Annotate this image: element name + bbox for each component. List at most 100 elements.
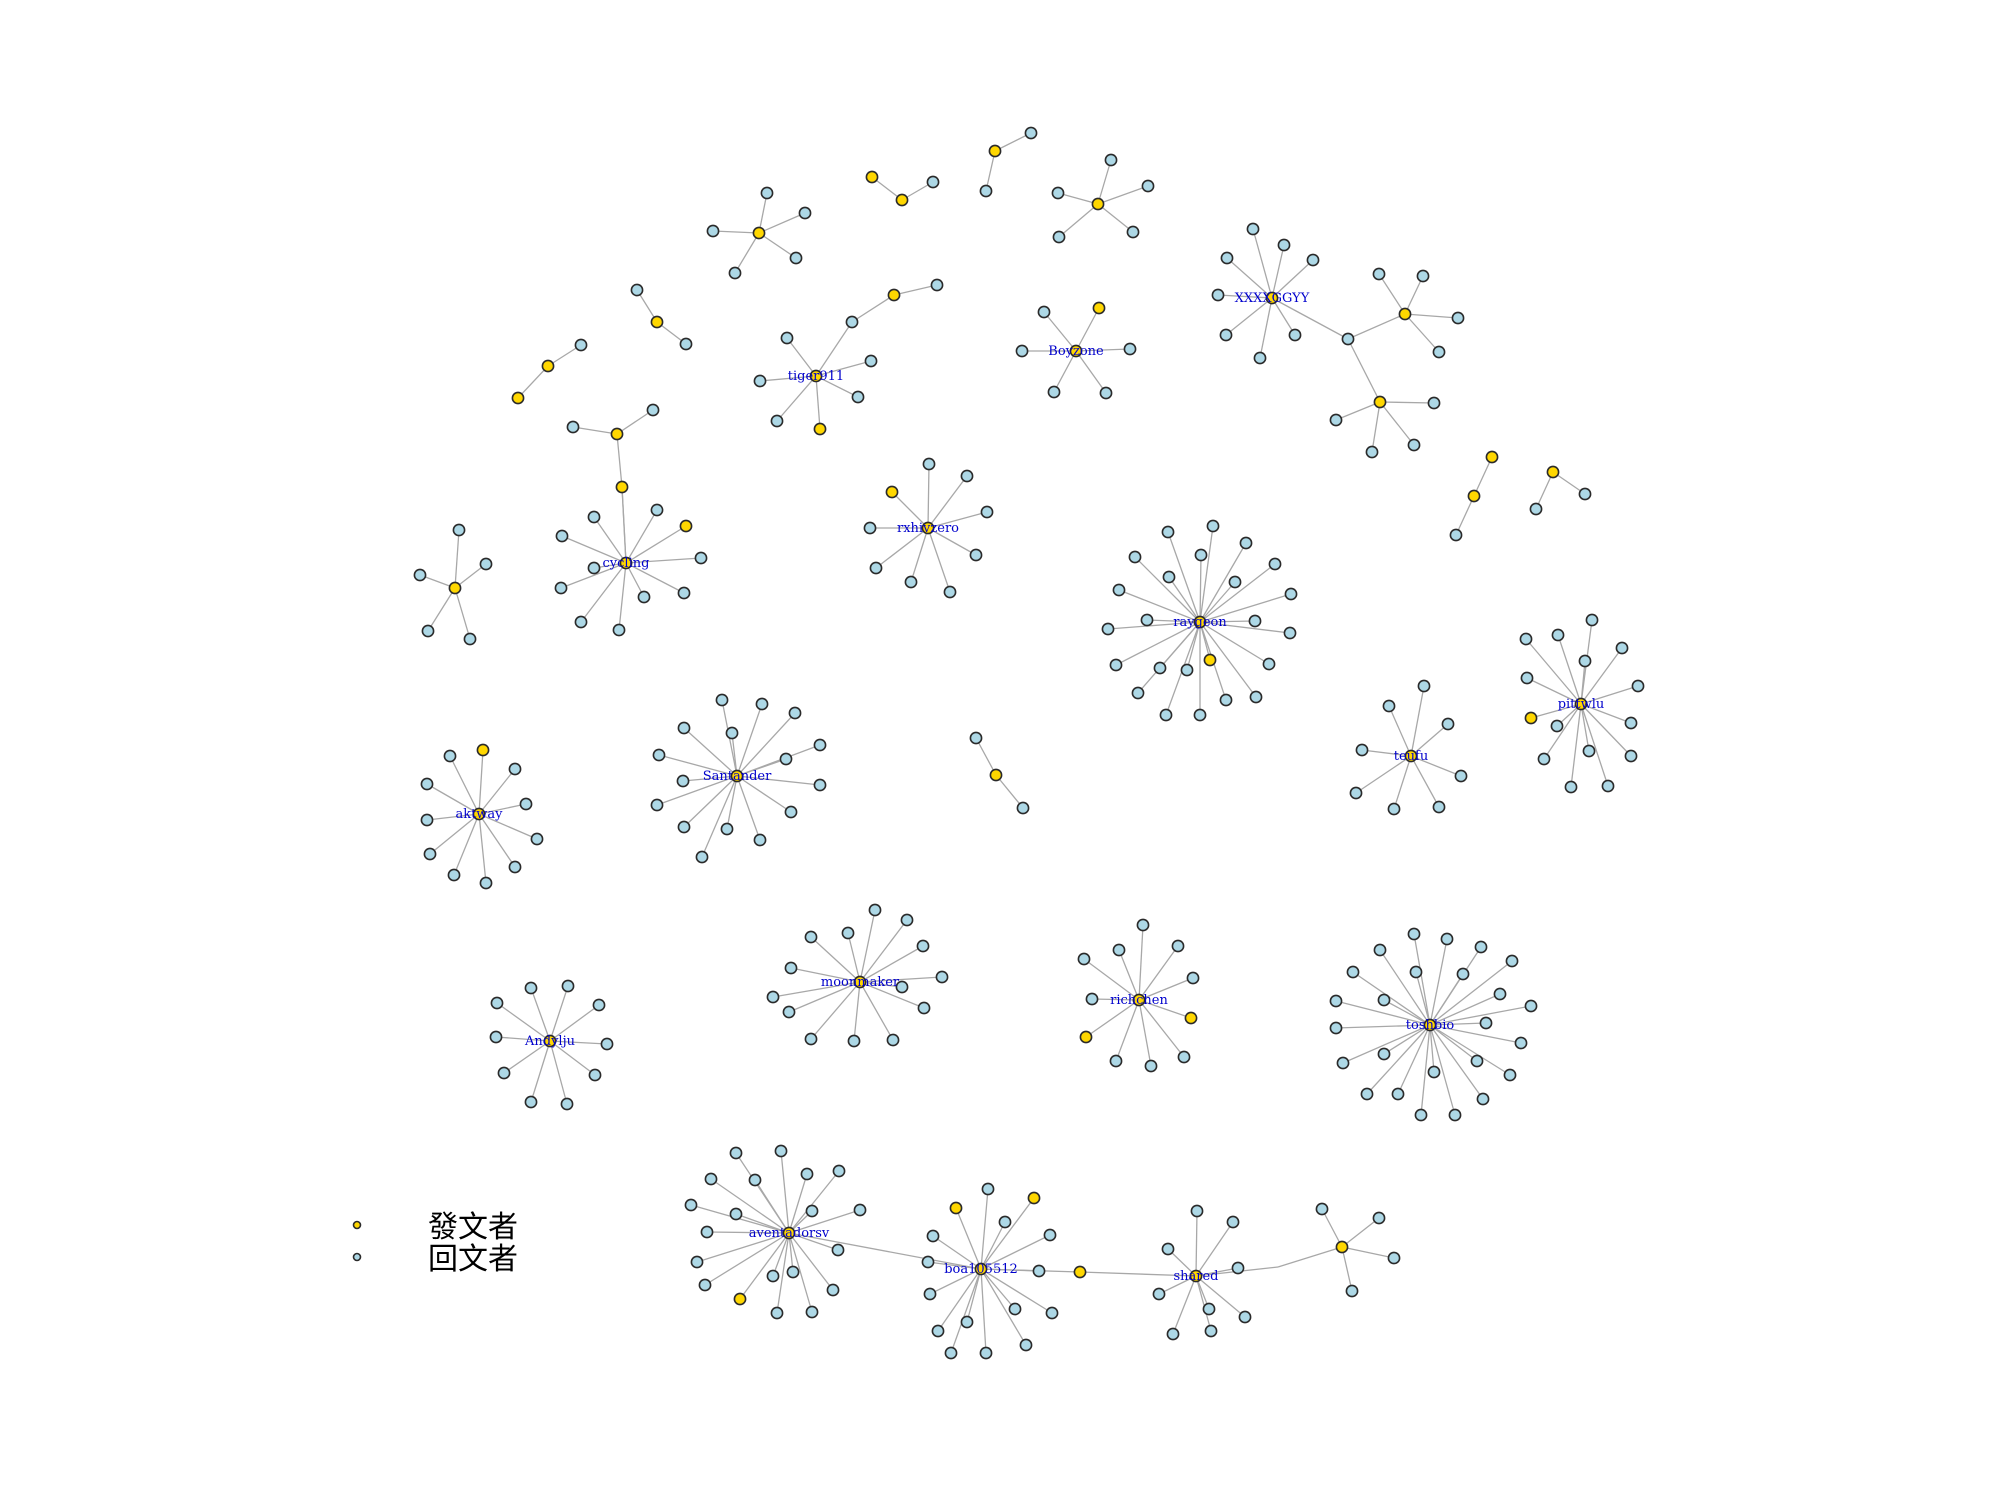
replier-node	[1387, 1251, 1401, 1265]
replier-node	[447, 868, 461, 882]
replier-node	[798, 206, 812, 220]
edge	[1552, 471, 1586, 495]
edge	[1580, 647, 1623, 705]
edge	[478, 749, 484, 815]
edge	[1429, 993, 1501, 1026]
hub-node	[1189, 1269, 1203, 1283]
replier-node	[979, 184, 993, 198]
edge	[736, 758, 787, 777]
replier-node	[560, 1097, 574, 1111]
replier-node	[1479, 1016, 1493, 1030]
edge	[710, 1178, 790, 1234]
edge	[549, 1040, 596, 1076]
edge	[758, 212, 806, 234]
edge	[1535, 471, 1554, 510]
edge	[1379, 401, 1415, 446]
edge	[1379, 401, 1435, 404]
replier-node	[779, 752, 793, 766]
replier-node	[1101, 622, 1115, 636]
replier-node	[1550, 719, 1564, 733]
edge	[1570, 703, 1582, 788]
replier-node	[497, 1066, 511, 1080]
poster-node	[865, 170, 879, 184]
replier-node	[813, 738, 827, 752]
hub-node	[782, 1226, 796, 1240]
replier-node	[832, 1164, 846, 1178]
edge	[530, 987, 551, 1042]
replier-node	[1219, 693, 1233, 707]
edge	[780, 1150, 790, 1234]
replier-node	[413, 568, 427, 582]
edge	[1199, 581, 1236, 623]
edge	[1410, 755, 1440, 808]
hub-node	[853, 975, 867, 989]
replier-node	[1407, 927, 1421, 941]
edge	[478, 813, 487, 884]
replier-node	[1166, 1327, 1180, 1341]
edge	[859, 981, 903, 988]
poster-node	[1184, 1011, 1198, 1025]
edge	[937, 1268, 982, 1332]
replier-node	[770, 414, 784, 428]
replier-node	[921, 1255, 935, 1269]
replier-node	[979, 1346, 993, 1360]
legend-replier-marker	[352, 1252, 362, 1262]
edge	[758, 232, 797, 259]
edge	[1053, 350, 1077, 393]
edge	[815, 375, 821, 430]
replier-node	[1037, 305, 1051, 319]
edge	[625, 562, 685, 594]
hub-label: Santander	[703, 769, 772, 784]
edge	[1226, 257, 1273, 299]
replier-node	[845, 315, 859, 329]
replier-node	[588, 1068, 602, 1082]
hub-label: shared	[1173, 1269, 1218, 1284]
replier-node	[804, 1032, 818, 1046]
replier-node	[652, 748, 666, 762]
edge	[1378, 273, 1406, 315]
hub-node	[1423, 1018, 1437, 1032]
replier-node	[1336, 1056, 1350, 1070]
poster-node	[895, 193, 909, 207]
edge	[1361, 749, 1412, 757]
replier-node	[1043, 1228, 1057, 1242]
edge	[503, 1040, 551, 1074]
replier-node	[1440, 932, 1454, 946]
edge	[1429, 1005, 1532, 1026]
replier-node	[1112, 583, 1126, 597]
replier-node	[630, 283, 644, 297]
replier-node	[770, 1306, 784, 1320]
edge	[1429, 960, 1513, 1026]
nodes-layer	[413, 126, 1645, 1360]
replier-node	[1246, 222, 1260, 236]
edge	[788, 1232, 794, 1273]
replier-node	[1159, 708, 1173, 722]
edge	[790, 967, 861, 983]
edge	[1526, 677, 1582, 705]
edge	[1366, 1024, 1431, 1095]
replier-node	[555, 529, 569, 543]
replier-node	[508, 762, 522, 776]
edge	[1195, 1275, 1246, 1318]
edge	[1429, 1024, 1484, 1100]
replier-node	[784, 805, 798, 819]
replier-node	[960, 1315, 974, 1329]
edge	[1429, 1024, 1522, 1044]
edge	[1429, 1024, 1511, 1076]
replier-node	[753, 374, 767, 388]
replier-node	[943, 585, 957, 599]
edge	[1347, 338, 1381, 403]
hub-label: aventadorsv	[749, 1226, 830, 1241]
poster-node	[1398, 307, 1412, 321]
edge	[1138, 999, 1152, 1067]
legend: 發文者 回文者	[352, 1210, 518, 1277]
edge	[1580, 685, 1639, 705]
replier-node	[935, 970, 949, 984]
poster-node	[1335, 1240, 1349, 1254]
replier-node	[1414, 1108, 1428, 1122]
poster-node	[610, 427, 624, 441]
replier-node	[1226, 1215, 1240, 1229]
replier-node	[646, 403, 660, 417]
edge	[1342, 1024, 1431, 1064]
